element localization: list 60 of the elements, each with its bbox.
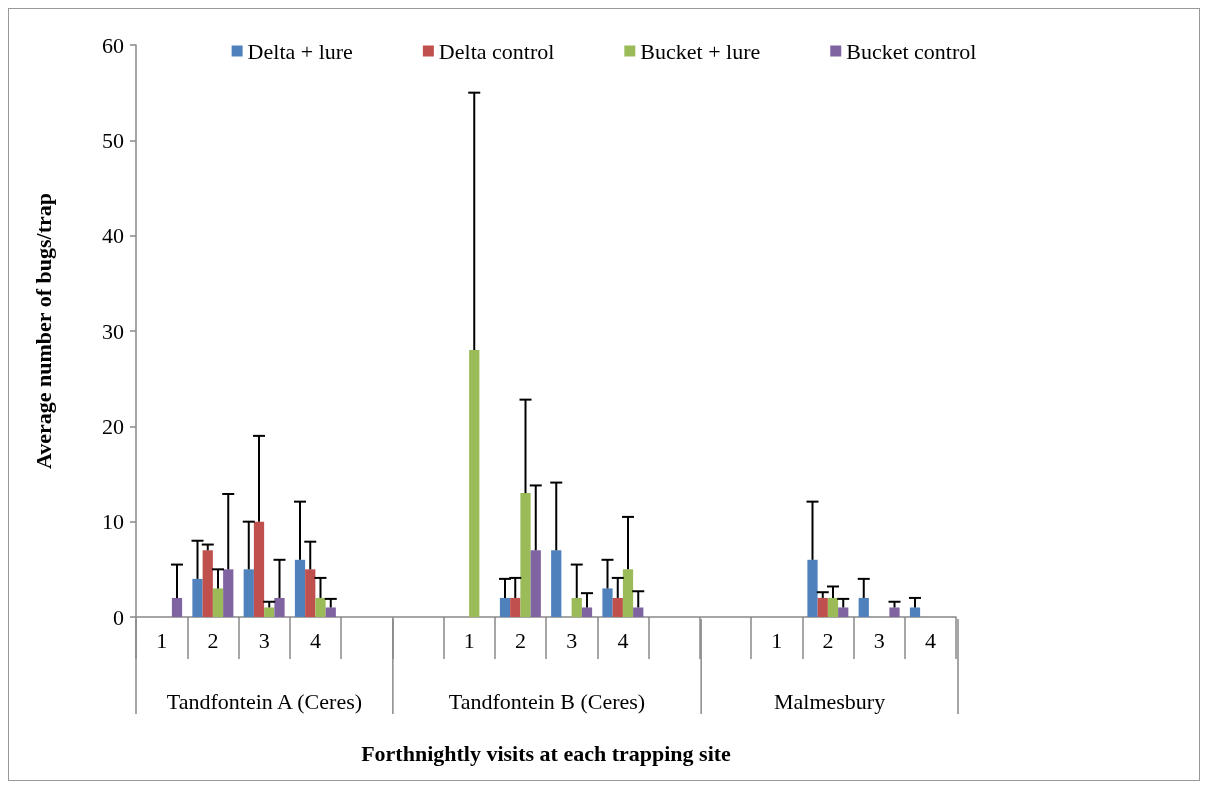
bar: [838, 607, 849, 617]
bar: [192, 578, 203, 617]
bar: [909, 607, 921, 617]
x-tick-label: 1: [771, 627, 783, 653]
bar: [305, 569, 316, 617]
x-tick-label: 2: [822, 627, 834, 653]
bar: [612, 597, 623, 617]
y-tick-label: 60: [102, 32, 124, 58]
bar: [571, 597, 582, 617]
x-tick-label: 1: [463, 627, 475, 653]
legend-label: Delta control: [438, 38, 555, 64]
bar: [827, 597, 839, 617]
text: Tandfontein B (Ceres): [448, 688, 646, 714]
bar: [264, 607, 275, 617]
bar: [469, 350, 480, 617]
bar: [510, 597, 521, 617]
x-tick-label: 3: [566, 627, 578, 653]
bar: [315, 597, 326, 617]
y-tick-label: 0: [113, 604, 124, 630]
text: Tandfontein A (Ceres): [166, 688, 363, 714]
bar: [171, 597, 183, 617]
bar: [223, 569, 234, 617]
bar: [520, 493, 531, 617]
bar: [807, 559, 818, 617]
y-axis-title: Average number of bugs/trap: [30, 192, 56, 470]
legend-label: Bucket + lure: [640, 38, 761, 64]
bar: [274, 597, 285, 617]
bar: [499, 597, 511, 617]
bar: [530, 550, 541, 617]
x-tick-label: 3: [258, 627, 270, 653]
y-tick-label: 40: [102, 223, 124, 249]
bar: [633, 607, 644, 617]
bar: [581, 607, 593, 617]
bar: [243, 569, 254, 617]
bar: [858, 597, 869, 617]
y-tick-label: 30: [102, 318, 124, 344]
bar: [325, 607, 336, 617]
text: Malmesbury: [773, 688, 886, 714]
x-tick-label: 4: [924, 627, 936, 653]
legend-label: Bucket control: [846, 38, 977, 64]
y-tick-label: 20: [102, 413, 124, 439]
x-tick-label: 1: [156, 627, 168, 653]
legend-label: Delta + lure: [247, 38, 353, 64]
bar: [889, 607, 900, 617]
bar: [212, 588, 224, 617]
bar: [817, 597, 828, 617]
x-tick-label: 4: [617, 627, 629, 653]
bar: [551, 550, 562, 617]
y-tick-label: 50: [102, 127, 124, 153]
bar: [294, 559, 306, 617]
x-tick-label: 4: [309, 627, 321, 653]
bar: [602, 588, 613, 617]
bar: [202, 550, 213, 617]
bar: [253, 521, 265, 617]
x-axis-title: Forthnightly visits at each trapping site: [361, 740, 732, 766]
x-tick-label: 3: [873, 627, 885, 653]
x-tick-label: 2: [514, 627, 526, 653]
bar: [622, 569, 634, 617]
x-tick-label: 2: [207, 627, 219, 653]
y-tick-label: 10: [102, 509, 124, 535]
